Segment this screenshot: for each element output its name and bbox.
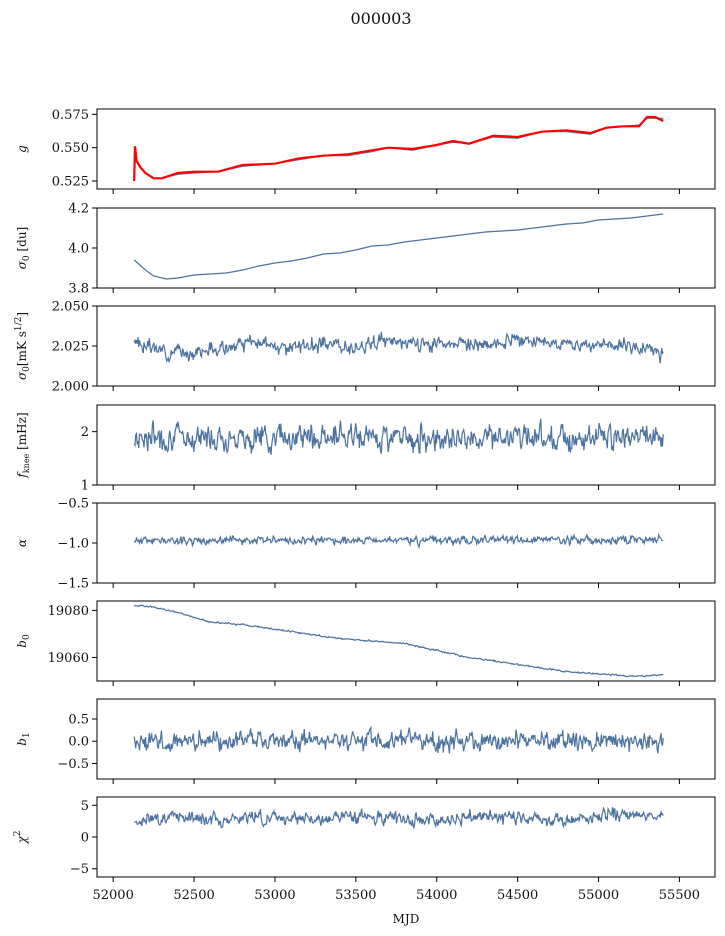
- series-line-alpha-0: [133, 532, 664, 549]
- y-axis-label-alpha: α: [15, 539, 29, 547]
- series-line-g-1: [133, 115, 664, 182]
- panel-alpha: −1.5 −1.0 −0.5 α: [15, 497, 716, 592]
- y-tick-label-fknee: 2: [81, 425, 89, 440]
- x-tick-label: 53000: [254, 888, 295, 903]
- y-tick-label-chi2: 5: [81, 799, 89, 814]
- series-line-b1-0: [133, 725, 664, 754]
- y-tick-label-alpha: −1.5: [57, 577, 89, 592]
- y-axis-label-b1: b1: [15, 732, 32, 745]
- x-tick-label: 53500: [335, 888, 376, 903]
- series-line-b0-0: [133, 604, 664, 678]
- y-tick-label-b0: 19080: [48, 604, 89, 619]
- x-tick-label: 54500: [497, 888, 538, 903]
- y-axis-label-sigma0: σ0 [du]: [15, 227, 32, 270]
- x-tick-label: 54000: [416, 888, 457, 903]
- y-tick-label-chi2: −5: [70, 862, 89, 877]
- panel-g: 0.525 0.550 0.575 g: [15, 108, 716, 194]
- y-tick-label-chi2: 0: [81, 831, 89, 846]
- panel-sigma0: 3.8 4.0 4.2 σ0 [du]: [15, 202, 716, 297]
- series-line-chi2-0: [134, 806, 664, 829]
- panel-b0: 19060 19080 b0: [15, 600, 716, 686]
- y-tick-label-sigma0_ts: 2.050: [52, 300, 89, 315]
- y-tick-label-alpha: −1.0: [57, 537, 89, 552]
- panel-frame-b1: [96, 698, 716, 780]
- y-tick-label-b1: 0.0: [68, 735, 89, 750]
- x-tick-label: 52000: [92, 888, 133, 903]
- x-axis-label: MJD: [393, 912, 420, 926]
- y-tick-label-g: 0.525: [52, 175, 89, 190]
- panel-frame-alpha: [96, 502, 716, 584]
- y-tick-label-g: 0.550: [52, 141, 89, 156]
- x-tick-label: 52500: [173, 888, 214, 903]
- y-tick-label-sigma0_ts: 2.000: [52, 380, 89, 395]
- panel-chi2: −5 0 5 χ2: [13, 796, 716, 882]
- y-axis-label-g: g: [15, 145, 29, 153]
- panel-b1: −0.5 0.0 0.5 b1: [15, 698, 716, 784]
- y-tick-label-sigma0: 4.2: [68, 202, 89, 217]
- y-tick-label-sigma0: 3.8: [68, 282, 89, 297]
- y-axis-label-fknee: fknee [mHz]: [15, 412, 31, 478]
- panel-sigma0_ts: 2.000 2.025 2.050 σ0[mK s1/2]: [14, 300, 716, 395]
- panel-frame-g: [96, 108, 716, 190]
- panel-fknee: 1 2 fknee [mHz]: [15, 404, 716, 494]
- y-axis-label-chi2: χ2: [13, 830, 29, 844]
- y-tick-label-b0: 19060: [48, 651, 89, 666]
- y-axis-label-b0: b0: [15, 634, 32, 648]
- y-tick-label-b1: 0.5: [68, 713, 89, 728]
- series-line-fknee-0: [133, 418, 664, 456]
- panel-frame-fknee: [96, 404, 716, 486]
- y-tick-label-fknee: 1: [81, 479, 89, 494]
- x-tick-label: 55000: [578, 888, 619, 903]
- figure-title: 000003: [350, 9, 411, 28]
- y-tick-label-alpha: −0.5: [57, 497, 89, 512]
- y-tick-label-b1: −0.5: [57, 757, 89, 772]
- y-tick-label-sigma0: 4.0: [68, 242, 89, 257]
- x-axis: 52000 52500 53000 53500 54000 54500 55000 55500: [92, 888, 700, 903]
- y-tick-label-sigma0_ts: 2.025: [52, 340, 89, 355]
- x-tick-label: 55500: [659, 888, 700, 903]
- y-tick-label-g: 0.575: [52, 108, 89, 123]
- series-line-sigma0_ts-0: [133, 331, 664, 364]
- panel-frame-b0: [96, 600, 716, 682]
- series-line-sigma0-0: [133, 213, 664, 280]
- y-axis-label-sigma0_ts: σ0[mK s1/2]: [14, 312, 32, 380]
